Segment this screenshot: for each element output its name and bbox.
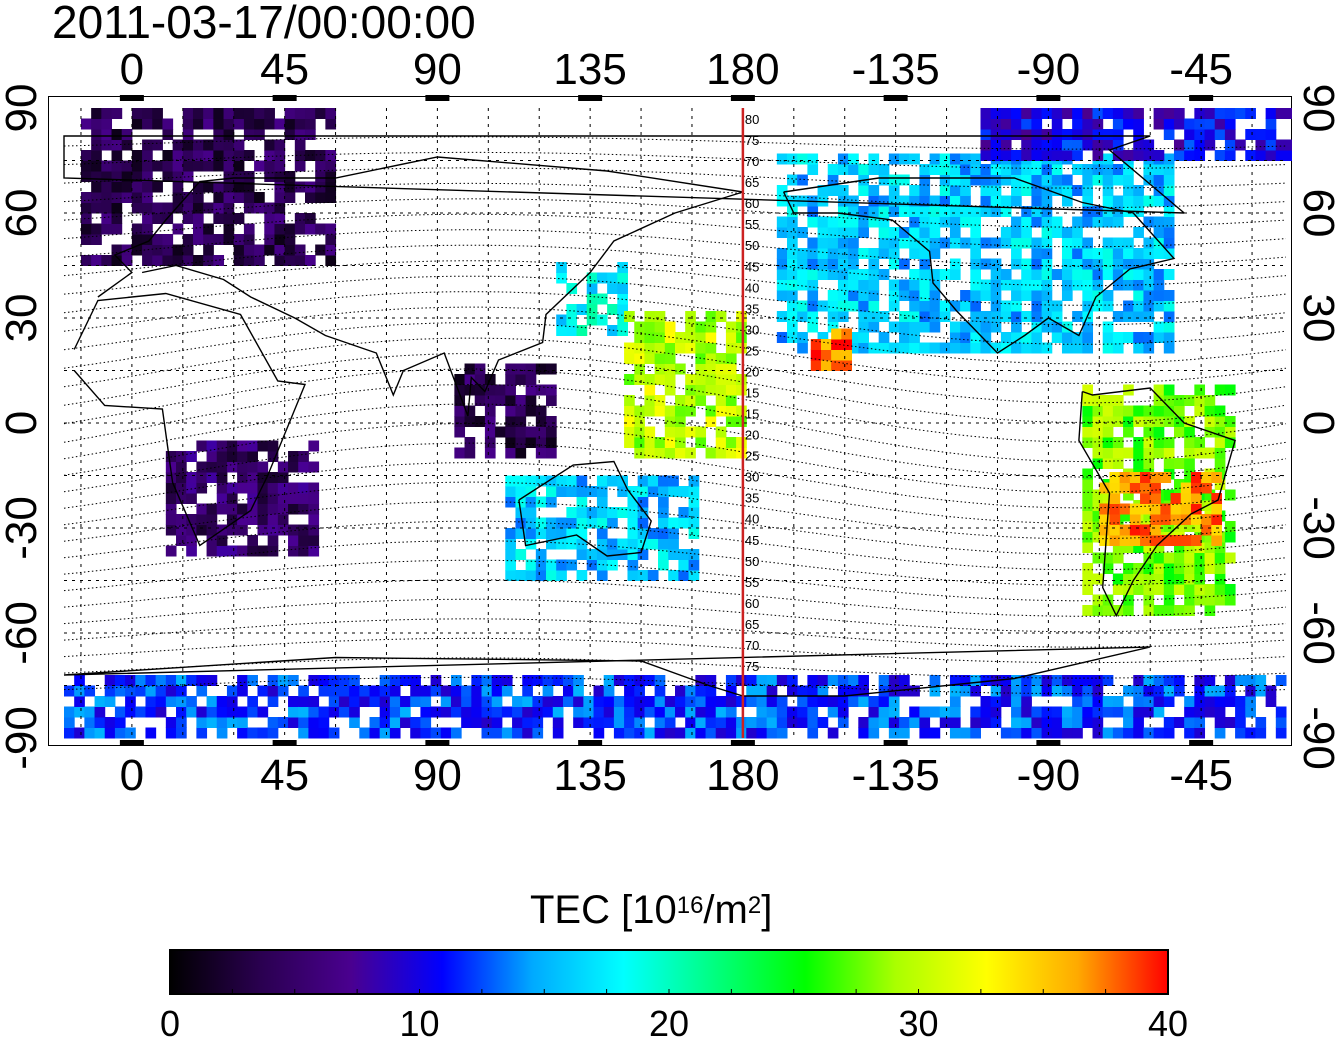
tec-region-antarctica	[64, 675, 1287, 739]
contour-label: 65	[745, 175, 759, 190]
left-lat-label: -90	[0, 706, 46, 770]
colorbar-tick-label: 30	[898, 1003, 939, 1044]
top-lon-label: 135	[553, 45, 626, 94]
coastline-segment	[1078, 387, 1236, 618]
contour-label: 35	[745, 301, 759, 316]
bottom-lon-label: 90	[413, 751, 462, 800]
bottom-lon-label: -90	[1017, 751, 1081, 800]
tec-region-africa-south	[165, 440, 320, 557]
tec-region-arctic-america	[980, 108, 1292, 161]
top-lon-label: -45	[1169, 45, 1233, 94]
left-lat-label: 60	[0, 189, 46, 238]
contour-label: 60	[745, 196, 759, 211]
coastline-segment	[97, 156, 744, 417]
tec-region-south-america-band	[1099, 472, 1223, 546]
bottom-lon-label: 0	[120, 751, 144, 800]
contour-label: 60	[745, 596, 759, 611]
magnetic-contours	[63, 136, 1287, 695]
colorbar-title: TEC [1016/m2]	[530, 888, 773, 932]
left-lat-label: -30	[0, 496, 46, 560]
contour-label: 45	[745, 259, 759, 274]
contour-label: 45	[745, 533, 759, 548]
contour-label: 40	[745, 280, 759, 295]
map-canvas: 80 75 70 65 60 55 50 45 40 35 30 25 20 15 15 20 25 30 35 40…	[48, 96, 1292, 746]
right-lat-label: 60	[1294, 189, 1340, 238]
timestamp-title: 2011-03-17/00:00:00	[52, 0, 476, 48]
top-lon-label: -135	[852, 45, 940, 94]
left-lat-label: -60	[0, 601, 46, 665]
contour-label: 50	[745, 238, 759, 253]
bottom-lon-label: -135	[852, 751, 940, 800]
contour-label: 55	[745, 575, 759, 590]
contour-label: 55	[745, 217, 759, 232]
colorbar-tick-label: 0	[159, 1003, 181, 1044]
right-lat-label: 30	[1294, 294, 1340, 343]
coastline-segment	[63, 135, 1185, 214]
contour-label: 50	[745, 554, 759, 569]
bottom-lon-label: -45	[1169, 751, 1233, 800]
left-lat-label: 30	[0, 294, 46, 343]
tec-region-europe-north	[80, 108, 337, 266]
colorbar-gradient	[169, 949, 1169, 995]
left-lat-label: 0	[0, 411, 46, 435]
contour-label: 20	[745, 428, 759, 443]
top-lon-label: 180	[706, 45, 779, 94]
contour-label: 80	[745, 112, 759, 127]
right-lat-label: -90	[1294, 706, 1340, 770]
contour-label: 20	[745, 364, 759, 379]
colorbar-tick-label: 20	[648, 1003, 690, 1044]
contour-label: 75	[745, 659, 759, 674]
top-lon-label: 90	[413, 45, 462, 94]
contour-label: 25	[745, 343, 759, 358]
contour-label: 25	[745, 449, 759, 464]
contour-label: 15	[745, 407, 759, 422]
bottom-lon-label: 180	[706, 751, 779, 800]
colorbar-tick-label: 40	[1147, 1003, 1189, 1044]
coastline-segment	[518, 460, 652, 557]
right-lat-label: 0	[1294, 411, 1340, 435]
contour-label: 70	[745, 638, 759, 653]
right-lat-label: -30	[1294, 496, 1340, 560]
bottom-lon-label: 45	[260, 751, 309, 800]
tec-region-north-america	[776, 153, 1175, 354]
colorbar-tick-label: 10	[399, 1003, 440, 1044]
top-lon-label: -90	[1017, 45, 1081, 94]
tec-region-pacific-equator	[624, 311, 747, 459]
contour-label: 30	[745, 322, 759, 337]
bottom-lon-label: 135	[553, 751, 626, 800]
contour-label: 15	[745, 386, 759, 401]
coastline-segment	[782, 177, 1176, 354]
contour-label: 35	[745, 491, 759, 506]
tec-map: 80 75 70 65 60 55 50 45 40 35 30 25 20 15 15 20 25 30 35 40…	[48, 96, 1292, 746]
contour-label: 40	[745, 512, 759, 527]
contour-label: 70	[745, 154, 759, 169]
right-lat-label: 90	[1294, 84, 1340, 133]
left-lat-label: 90	[0, 84, 46, 133]
top-lon-label: 45	[260, 45, 309, 94]
tec-region-australia	[505, 475, 700, 581]
coastline-segment	[73, 292, 306, 547]
contour-label: 65	[745, 617, 759, 632]
contour-label: 30	[745, 470, 759, 485]
top-lon-label: 0	[120, 45, 144, 94]
contour-label: 75	[745, 133, 759, 148]
right-lat-label: -60	[1294, 601, 1340, 665]
